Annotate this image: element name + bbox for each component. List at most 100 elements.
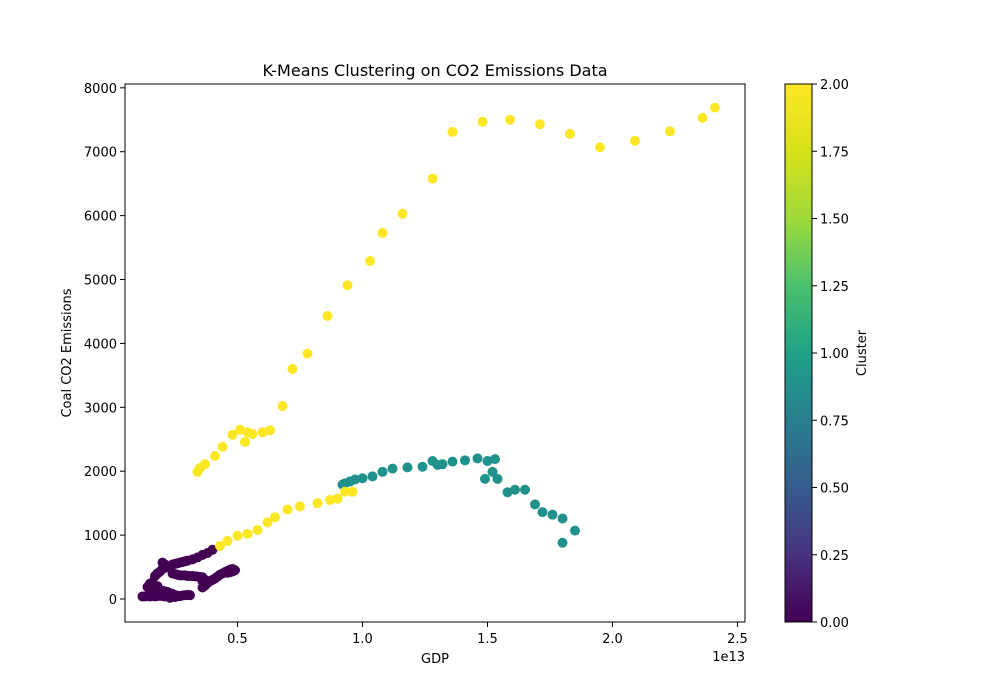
cluster-2-point (277, 401, 288, 412)
y-tick-label: 0 (109, 593, 117, 608)
cluster-0-point (152, 581, 163, 592)
cluster-1-point (357, 473, 368, 484)
y-axis-ticks: 0 1000 2000 3000 4000 5000 6000 7000 8000 (84, 82, 125, 608)
cluster-2-point (347, 486, 358, 497)
colorbar-tick-label: 0.75 (820, 414, 849, 429)
cluster-2-point (265, 425, 275, 436)
cluster-2-point (325, 494, 335, 505)
colorbar-tick-label: 1.25 (820, 280, 849, 295)
y-tick-label: 1000 (84, 529, 117, 544)
cluster-1-point (437, 459, 448, 470)
cluster-1-point (502, 487, 513, 498)
cluster-1-point (482, 455, 493, 466)
cluster-2-point (340, 486, 350, 497)
cluster-2-point (377, 227, 388, 238)
cluster-2-point (287, 363, 298, 374)
y-tick-label: 4000 (84, 337, 117, 352)
cluster-2-point (242, 528, 253, 539)
x-tick-label: 0.5 (227, 632, 248, 647)
y-axis-label: Coal CO2 Emissions (60, 288, 75, 417)
x-axis-offset-text: 1e13 (712, 650, 745, 665)
cluster-2-point (630, 135, 640, 146)
cluster-1-point (570, 525, 580, 536)
cluster-1-point (472, 453, 483, 464)
y-tick-label: 7000 (84, 146, 117, 161)
cluster-1-point (537, 507, 548, 518)
cluster-2-point (505, 114, 515, 125)
cluster-2-point (210, 450, 220, 461)
cluster-2-point (200, 459, 210, 470)
cluster-1-point (367, 471, 378, 482)
cluster-2-point (282, 504, 293, 515)
cluster-2-point (342, 280, 353, 291)
colorbar-tick-label: 0.50 (820, 482, 849, 497)
x-tick-label: 2.0 (602, 632, 623, 647)
cluster-1-point (480, 473, 490, 484)
cluster-1-point (447, 456, 458, 467)
cluster-2-point (447, 126, 458, 137)
cluster-2-point (535, 119, 545, 130)
cluster-2-point (332, 493, 343, 504)
y-tick-label: 6000 (84, 210, 117, 225)
cluster-1-point (387, 463, 398, 474)
cluster-1-point (490, 454, 500, 465)
cluster-2-point (665, 126, 675, 137)
colorbar (784, 83, 813, 623)
cluster-1-point (547, 509, 558, 520)
y-tick-label: 3000 (84, 401, 117, 416)
colorbar-label: Cluster (855, 329, 870, 376)
cluster-1-point (530, 499, 540, 510)
cluster-2-point (565, 128, 575, 139)
cluster-2-point (232, 530, 243, 541)
cluster-2-point (222, 535, 233, 546)
colorbar-tick-label: 1.00 (820, 347, 849, 362)
cluster-1-point (417, 461, 428, 472)
cluster-0-point (185, 590, 195, 601)
plot-frame (124, 83, 746, 623)
cluster-0-point (222, 567, 233, 578)
cluster-2-point (270, 512, 280, 523)
cluster-1-point (350, 474, 360, 485)
y-tick-label: 8000 (84, 82, 117, 97)
cluster-2-point (595, 142, 605, 153)
cluster-2-point (295, 501, 305, 512)
colorbar-tick-label: 0.00 (820, 616, 849, 631)
colorbar-tick-label: 1.50 (820, 213, 849, 228)
x-tick-label: 1.0 (352, 632, 373, 647)
cluster-1-point (557, 513, 568, 524)
x-axis-label: GDP (421, 652, 449, 667)
cluster-2-point (322, 310, 333, 321)
cluster-1-point (487, 466, 498, 477)
cluster-2-point (427, 173, 438, 184)
cluster-2-point (397, 208, 408, 219)
cluster-1-point (557, 537, 568, 548)
cluster-1-point (402, 462, 413, 473)
colorbar-tick-label: 1.75 (820, 145, 849, 160)
cluster-2-point (257, 427, 268, 438)
x-tick-label: 2.5 (727, 632, 748, 647)
cluster-2-point (697, 112, 708, 123)
cluster-1-point (520, 484, 530, 495)
cluster-2-point (710, 102, 720, 113)
cluster-0-point (207, 544, 218, 555)
x-tick-label: 1.5 (477, 632, 498, 647)
cluster-2-point (477, 116, 488, 127)
cluster-2-point (252, 524, 263, 535)
colorbar-tick-label: 0.25 (820, 549, 849, 564)
cluster-2-point (227, 429, 238, 440)
cluster-2-point (240, 436, 250, 447)
cluster-1-point (492, 473, 503, 484)
cluster-2-point (312, 498, 323, 509)
cluster-2-point (247, 429, 258, 440)
cluster-0-point (200, 580, 210, 591)
cluster-2-point (365, 255, 375, 266)
x-axis-ticks: 0.5 1.0 1.5 2.0 2.5 (227, 622, 748, 647)
colorbar-ticks: 0.00 0.25 0.50 0.75 1.00 1.25 1.50 1.75 2.00 (812, 78, 849, 631)
cluster-2-point (235, 424, 245, 435)
cluster-2-point (262, 517, 273, 528)
chart-title: K-Means Clustering on CO2 Emissions Data (262, 61, 607, 80)
cluster-1-point (510, 484, 520, 495)
cluster-0-point (170, 592, 180, 603)
colorbar-tick-label: 2.00 (820, 78, 849, 93)
